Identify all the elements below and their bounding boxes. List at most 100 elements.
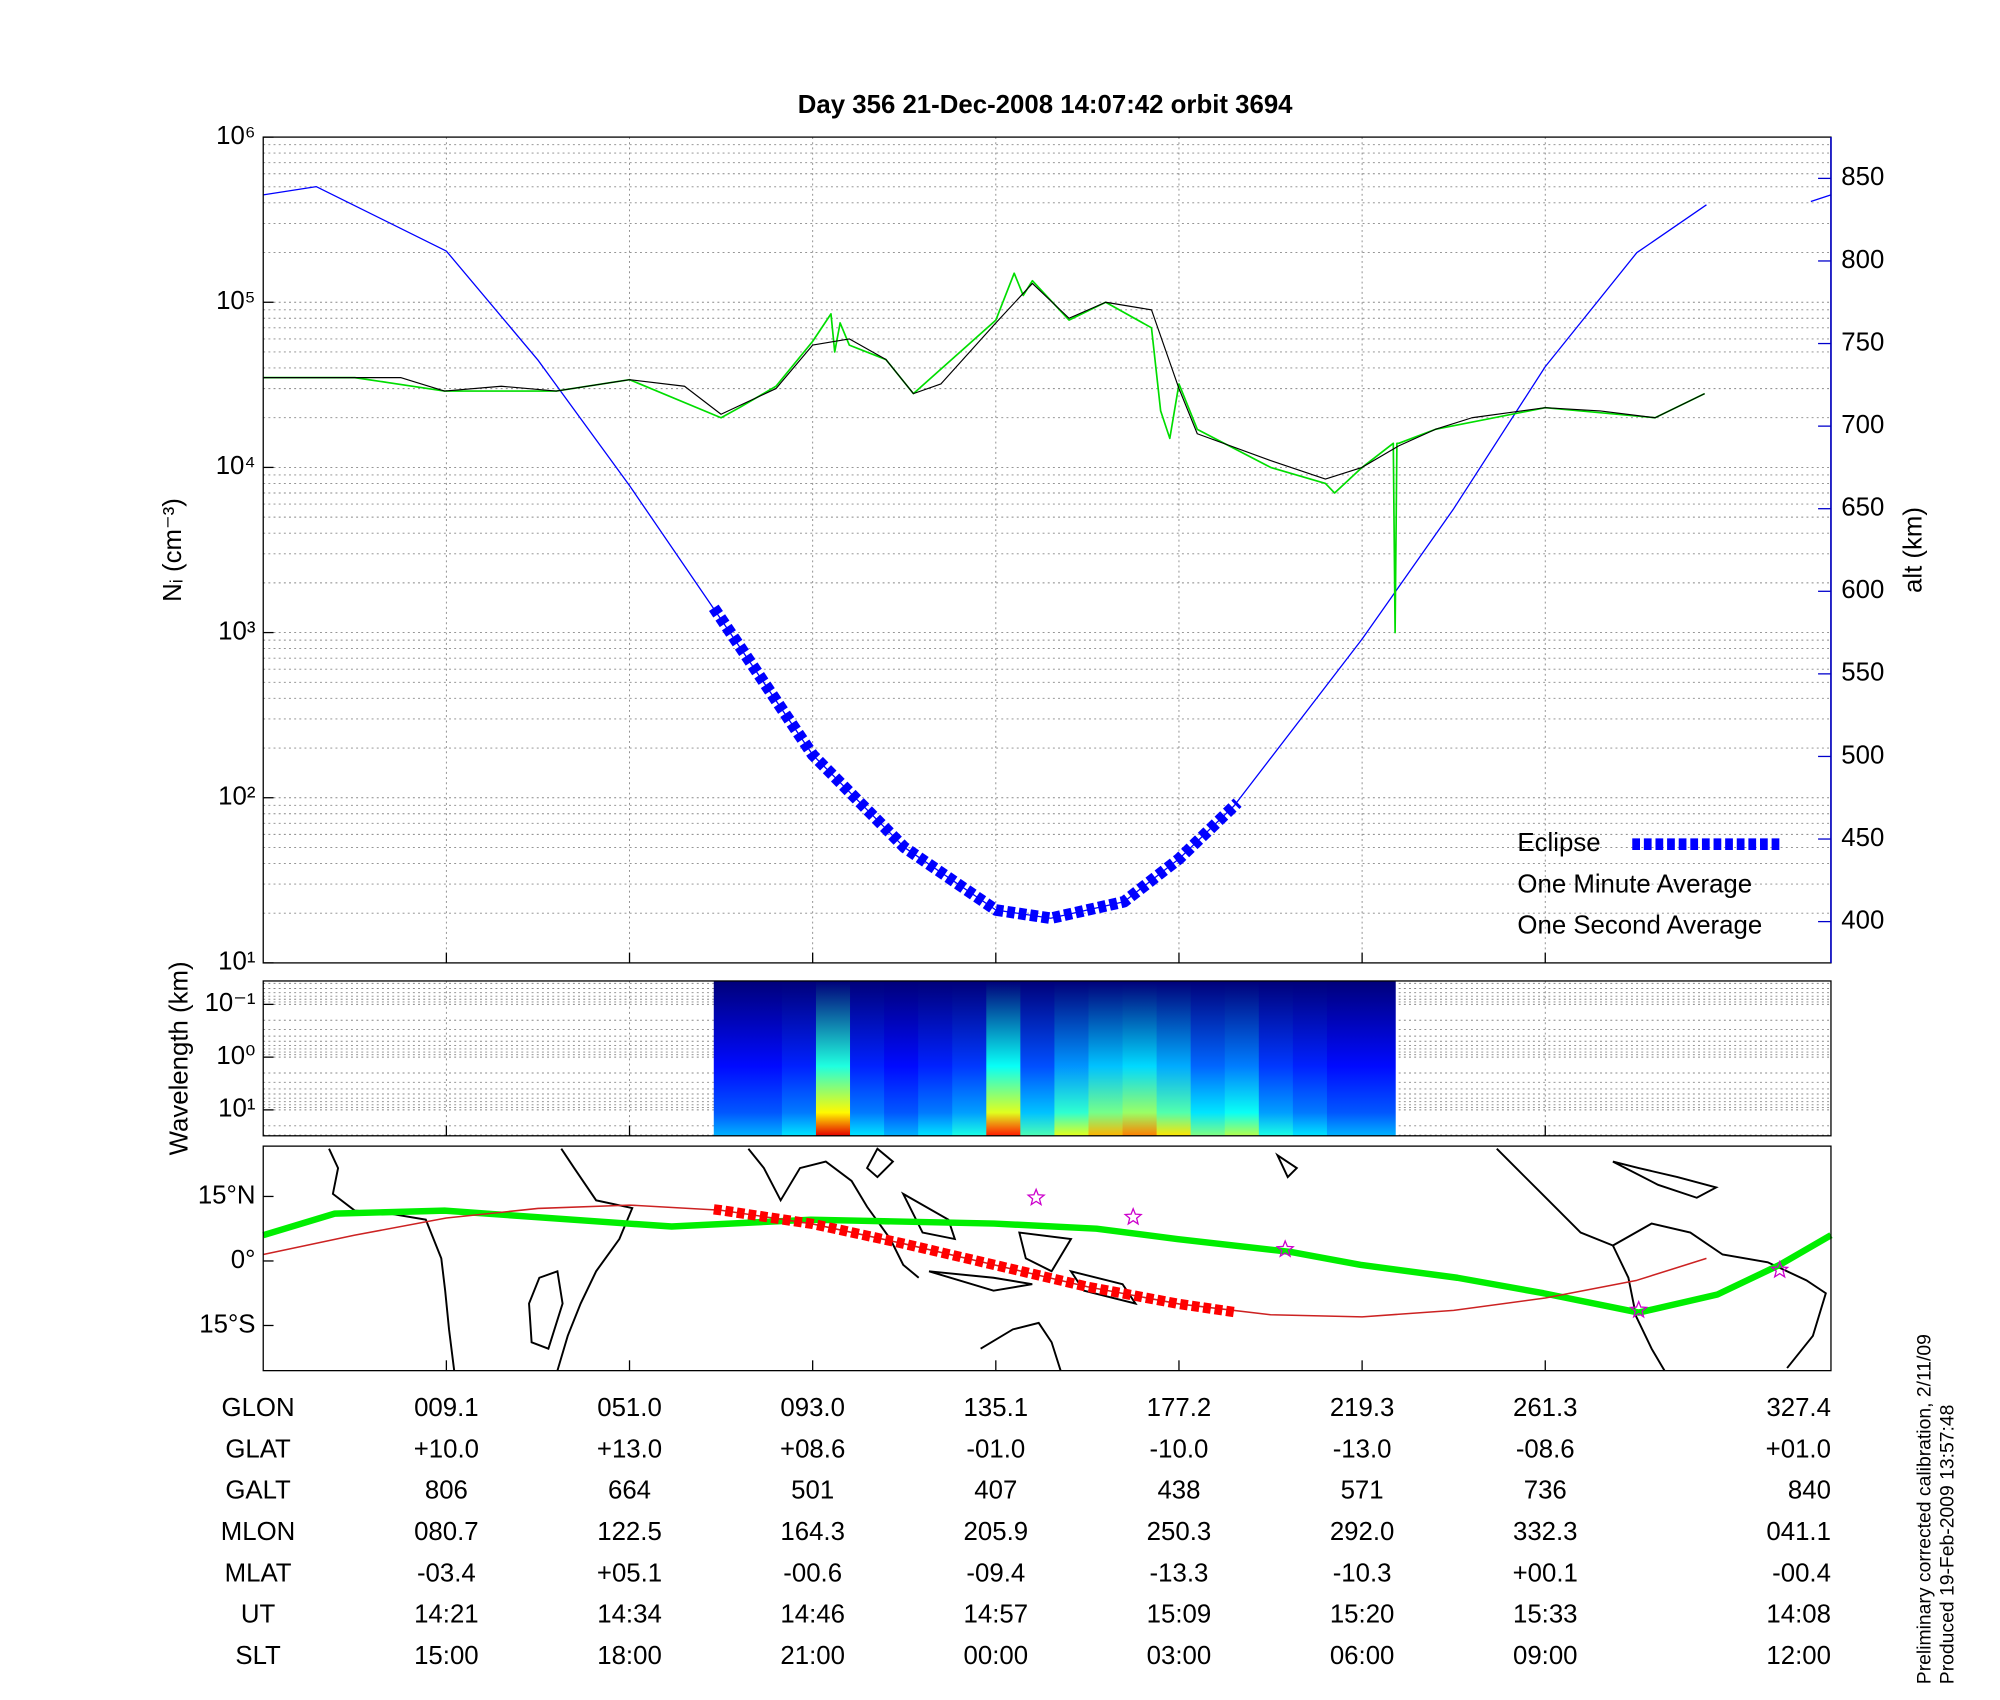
star-marker [1123,1206,1143,1226]
legend-label: Eclipse [1517,829,1600,857]
legend-label: One Minute Average [1517,870,1752,898]
spectrogram-cell [815,980,851,1136]
coastline [1612,1160,1719,1199]
table-cell: -08.6 [1516,1435,1575,1463]
spectrogram-cell [850,980,885,1136]
spectrogram-cell [1122,980,1158,1136]
y-tick-label: 10⁶ [216,122,255,150]
coastline [1612,1222,1827,1369]
spectrogram-cell [747,980,783,1136]
y2-tick-label: 750 [1841,328,1884,356]
spectrogram-cell [952,980,987,1136]
table-cell: 205.9 [964,1518,1029,1546]
coastline [747,1148,920,1279]
table-cell: -09.4 [966,1559,1025,1587]
spectrogram-cell [1054,980,1090,1136]
plot-layer [263,136,1832,964]
row-label: MLON [221,1518,296,1546]
y2-tick-label: 800 [1841,246,1884,274]
legend-label: One Second Average [1517,912,1762,940]
y2-tick-label: 650 [1841,494,1884,522]
spectrogram-cell [781,980,817,1136]
row-label: GLON [222,1394,295,1422]
star-marker [1629,1299,1649,1319]
table-cell: 12:00 [1766,1642,1831,1670]
spectrogram-cell [1224,980,1260,1136]
table-cell: -01.0 [966,1435,1025,1463]
table-cell: 15:33 [1513,1601,1578,1629]
table-cell: +01.0 [1766,1435,1831,1463]
spectrogram-cell [1190,980,1226,1136]
y-tick-label: 10⁴ [216,452,256,480]
table-cell: 15:00 [414,1642,479,1670]
spectrogram-cell [986,980,1022,1136]
series-line [262,1207,1833,1316]
star-marker [1275,1239,1295,1258]
table-cell: +13.0 [597,1435,662,1463]
table-cell: 051.0 [597,1394,662,1422]
table-cell: 080.7 [414,1518,479,1546]
y2-tick-label: 400 [1841,906,1884,934]
table-cell: +00.1 [1513,1559,1578,1587]
spectrogram-cell [1258,980,1294,1136]
y-tick-label: 10¹ [218,1095,256,1123]
y-tick-label: 10¹ [218,948,256,976]
y-tick-label: 10⁰ [216,1042,255,1070]
row-label: GALT [225,1477,291,1505]
y2-tick-label: 500 [1841,741,1884,769]
spectrogram-cell [1361,980,1396,1136]
table-cell: 806 [425,1477,468,1505]
table-cell: 840 [1788,1477,1831,1505]
table-cell: 14:46 [780,1601,845,1629]
plot-area [263,1146,1831,1371]
plot-frame [262,1145,1832,1372]
plot-frame [262,980,1832,1137]
coastline [980,1321,1062,1371]
table-cell: -10.3 [1333,1559,1392,1587]
row-label: MLAT [225,1559,292,1587]
table-cell: 177.2 [1147,1394,1212,1422]
eclipse-line [713,1204,1239,1318]
coastlines [328,1147,1827,1372]
coastline [1275,1148,1614,1247]
table-cell: 292.0 [1330,1518,1395,1546]
y-tick-label: 10⁵ [216,287,255,315]
spectrogram-cell [1156,980,1192,1136]
table-cell: 332.3 [1513,1518,1578,1546]
plot-area [263,137,1831,963]
y-axis-label: Wavelength (km) [165,961,193,1155]
table-cell: 00:00 [964,1642,1029,1670]
spectrogram-cell [1292,980,1328,1136]
table-cell: 14:08 [1766,1601,1831,1629]
y-tick-label: 10³ [218,617,256,645]
table-cell: 03:00 [1147,1642,1212,1670]
spectrogram-cell [1326,980,1362,1136]
table-cell: 122.5 [597,1518,662,1546]
table-cell: -00.4 [1772,1559,1831,1587]
y2-tick-label: 450 [1841,824,1884,852]
series-line [263,282,1705,480]
spectrogram-cell [918,980,953,1136]
plot-layer [262,1187,1833,1371]
table-cell: 135.1 [964,1394,1029,1422]
table-cell: 009.1 [414,1394,479,1422]
table-cell: 21:00 [780,1642,845,1670]
table-cell: 736 [1524,1477,1567,1505]
table-cell: -13.0 [1333,1435,1392,1463]
table-cell: 06:00 [1330,1642,1395,1670]
y2-tick-label: 550 [1841,659,1884,687]
row-label: UT [241,1601,276,1629]
series-line [263,1204,1707,1318]
table-cell: 093.0 [780,1394,845,1422]
star-marker [1026,1187,1046,1207]
coastline [556,1148,634,1371]
table-cell: +10.0 [414,1435,479,1463]
coastline [328,1148,456,1371]
footer-note: Preliminary corrected calibration, 2/11/… [1913,1334,1935,1684]
y-tick-label: 15°N [198,1181,256,1209]
table-cell: 09:00 [1513,1642,1578,1670]
spectrogram-cell [713,980,749,1136]
row-label: GLAT [225,1435,291,1463]
